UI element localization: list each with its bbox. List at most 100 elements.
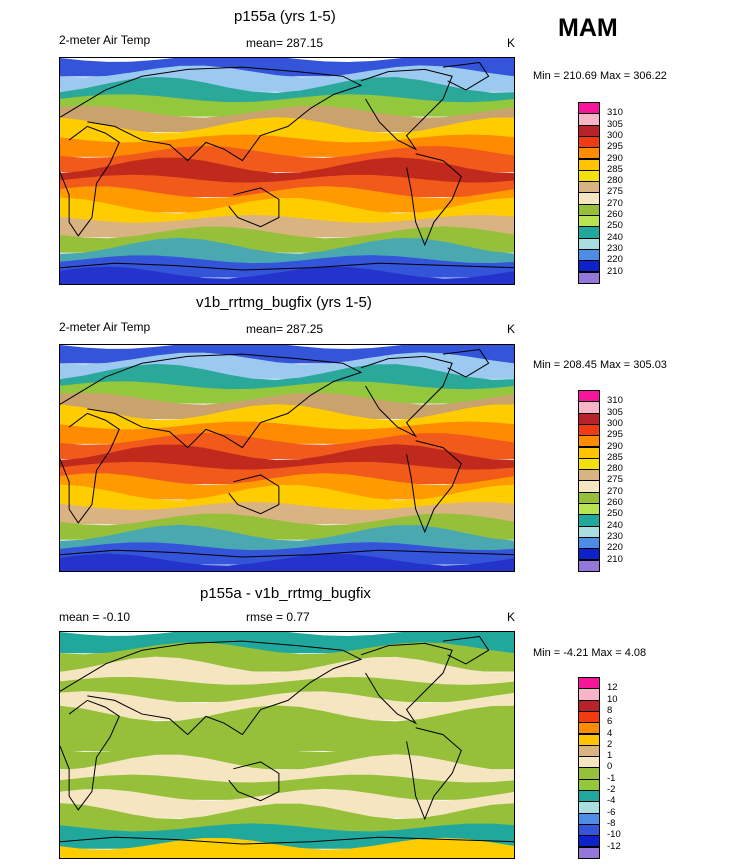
coastline — [60, 412, 120, 524]
contour-band — [60, 484, 514, 515]
coastline — [360, 68, 453, 151]
rmse-label: rmse = 0.77 — [246, 610, 310, 624]
coastline — [406, 727, 462, 821]
contour-band — [60, 461, 514, 485]
contour-band — [60, 174, 514, 198]
panel-title: p155a - v1b_rrtmg_bugfix — [200, 585, 371, 602]
colorbar-label: -12 — [607, 840, 621, 852]
colorbar-label: 305 — [607, 406, 623, 418]
colorbar-label: 275 — [607, 474, 623, 486]
contour-band — [60, 774, 514, 800]
mean-label: mean= 287.15 — [246, 36, 324, 50]
units-label: K — [507, 610, 516, 624]
colorbar-label: 220 — [607, 254, 623, 266]
temperature-map — [59, 344, 515, 572]
coastline — [442, 349, 490, 378]
contour-band — [60, 691, 514, 721]
coastline — [60, 66, 363, 162]
coastline — [442, 636, 490, 665]
contour-band — [60, 266, 514, 284]
colorbar-label: 310 — [607, 395, 623, 407]
colorbar-label: 250 — [607, 508, 623, 520]
colorbar-label: 8 — [607, 704, 613, 716]
units-label: K — [507, 322, 516, 336]
coastline — [442, 62, 490, 91]
colorbar-label: 2 — [607, 738, 613, 750]
coastline — [406, 440, 462, 534]
colorbar-swatch — [578, 559, 600, 572]
field-label: 2-meter Air Temp — [59, 320, 151, 334]
colorbar-label: 260 — [607, 497, 623, 508]
panel-title: v1b_rrtmg_bugfix (yrs 1-5) — [196, 294, 372, 311]
colorbar-label: 280 — [607, 463, 623, 475]
coastline — [60, 262, 514, 271]
colorbar-label: 270 — [607, 197, 623, 209]
colorbar-label: 1 — [607, 750, 613, 762]
mean-label: mean = -0.10 — [59, 610, 131, 624]
colorbar-label: 300 — [607, 129, 623, 141]
panel-title: p155a (yrs 1-5) — [234, 8, 336, 25]
colorbar-label: 240 — [607, 519, 623, 531]
units-label: K — [507, 36, 516, 50]
colorbar-label: 305 — [607, 118, 623, 130]
colorbar-label: 240 — [607, 231, 623, 243]
colorbar-label: 10 — [607, 693, 618, 705]
colorbar-label: 210 — [607, 265, 623, 277]
coastline — [406, 153, 462, 247]
coastline — [228, 187, 280, 228]
season-label: MAM — [558, 14, 618, 42]
colorbar-swatch — [578, 846, 600, 859]
contour-band — [60, 837, 514, 858]
colorbar-label: 4 — [607, 727, 613, 739]
colorbar-label: 230 — [607, 242, 623, 254]
coastline — [228, 474, 280, 515]
colorbar-label: 285 — [607, 451, 623, 463]
colorbar-label: 0 — [607, 761, 613, 773]
colorbar-label: 230 — [607, 530, 623, 542]
mean-label: mean= 287.25 — [246, 322, 324, 336]
coastline — [60, 549, 514, 558]
coastline — [60, 699, 120, 811]
colorbar-label: 210 — [607, 553, 623, 565]
contour-band — [60, 197, 514, 228]
colorbar-label: 295 — [607, 429, 623, 441]
temperature-map — [59, 57, 515, 285]
coastline — [360, 642, 453, 725]
coastline — [60, 640, 363, 736]
map-field — [60, 345, 514, 571]
coastline — [360, 355, 453, 438]
colorbar-label: 300 — [607, 417, 623, 429]
minmax-label: Min = 210.69 Max = 306.22 — [533, 70, 667, 82]
colorbar-label: -6 — [607, 806, 616, 818]
contour-band — [60, 705, 514, 739]
contour-band — [60, 255, 514, 278]
contour-band — [60, 381, 514, 404]
colorbar-label: -10 — [607, 829, 621, 841]
minmax-label: Min = 208.45 Max = 305.03 — [533, 359, 667, 371]
colorbar-label: 6 — [607, 716, 613, 728]
contour-band — [60, 676, 514, 703]
contour-band — [60, 803, 514, 837]
contour-band — [60, 788, 514, 819]
colorbar-label: 250 — [607, 220, 623, 232]
colorbar-swatch — [578, 271, 600, 284]
colorbar-label: 290 — [607, 152, 623, 164]
map-field — [60, 58, 514, 284]
colorbar-label: 280 — [607, 175, 623, 187]
colorbar-label: 260 — [607, 209, 623, 220]
coastline — [60, 125, 120, 237]
contour-band — [60, 553, 514, 571]
colorbar-label: 12 — [607, 682, 618, 694]
colorbar-label: -8 — [607, 817, 616, 829]
map-field — [60, 632, 514, 858]
contour-band — [60, 94, 514, 117]
colorbar-label: 290 — [607, 440, 623, 452]
difference-map — [59, 631, 515, 859]
colorbar-label: -4 — [607, 795, 616, 807]
coastline — [60, 836, 514, 845]
coastline — [60, 353, 363, 449]
colorbar-label: 285 — [607, 163, 623, 175]
colorbar-label: 310 — [607, 107, 623, 119]
field-label: 2-meter Air Temp — [59, 33, 151, 47]
colorbar-label: -2 — [607, 784, 616, 795]
